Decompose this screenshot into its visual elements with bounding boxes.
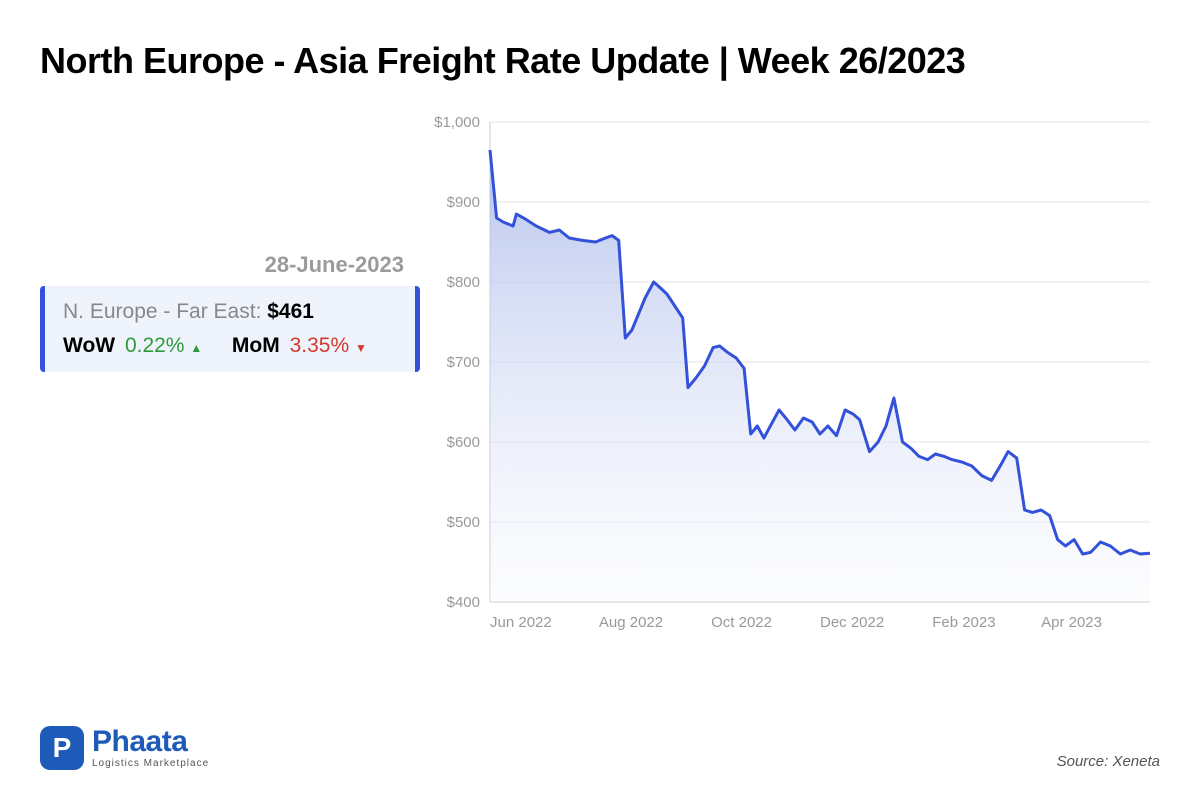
caret-up-icon: ▲ (190, 341, 202, 355)
info-panel: 28-June-2023 N. Europe - Far East: $461 … (40, 102, 420, 662)
pct-row: WoW 0.22% ▲ MoM 3.35% ▼ (63, 334, 397, 358)
content-row: 28-June-2023 N. Europe - Far East: $461 … (0, 102, 1200, 662)
wow-pct: 0.22% (125, 334, 185, 357)
logo-text: Phaata Logistics Marketplace (92, 727, 209, 769)
brand-logo: P Phaata Logistics Marketplace (40, 726, 209, 770)
logo-name: Phaata (92, 727, 209, 757)
svg-text:Jun 2022: Jun 2022 (490, 614, 552, 631)
logo-badge-icon: P (40, 726, 84, 770)
chart-svg: $400 $500 $600 $700 $800 $900 $1,000 Jun 2022 Au… (420, 102, 1160, 662)
svg-text:Aug 2022: Aug 2022 (599, 614, 663, 631)
svg-text:Oct 2022: Oct 2022 (711, 614, 772, 631)
mom-label: MoM (232, 334, 280, 357)
source-attribution: Source: Xeneta (1057, 753, 1160, 770)
wow-label: WoW (63, 334, 115, 357)
svg-text:$400: $400 (447, 594, 480, 611)
svg-text:Dec 2022: Dec 2022 (820, 614, 884, 631)
route-row: N. Europe - Far East: $461 (63, 300, 397, 324)
date-label: 28-June-2023 (40, 252, 420, 278)
rate-info-box: N. Europe - Far East: $461 WoW 0.22% ▲ M… (40, 286, 420, 372)
svg-text:$500: $500 (447, 514, 480, 531)
svg-text:$900: $900 (447, 194, 480, 211)
svg-text:Feb 2023: Feb 2023 (932, 614, 995, 631)
rate-value: $461 (267, 300, 314, 323)
caret-down-icon: ▼ (355, 341, 367, 355)
page-title: North Europe - Asia Freight Rate Update … (0, 0, 1200, 102)
svg-text:Apr 2023: Apr 2023 (1041, 614, 1102, 631)
svg-text:$800: $800 (447, 274, 480, 291)
route-name: N. Europe - Far East: (63, 300, 267, 323)
svg-text:$1,000: $1,000 (434, 114, 480, 131)
logo-name-bold: Phaata (92, 725, 187, 758)
svg-text:$700: $700 (447, 354, 480, 371)
logo-tagline: Logistics Marketplace (92, 759, 209, 769)
mom-pct: 3.35% (290, 334, 350, 357)
freight-rate-chart: $400 $500 $600 $700 $800 $900 $1,000 Jun 2022 Au… (420, 102, 1160, 662)
svg-text:$600: $600 (447, 434, 480, 451)
